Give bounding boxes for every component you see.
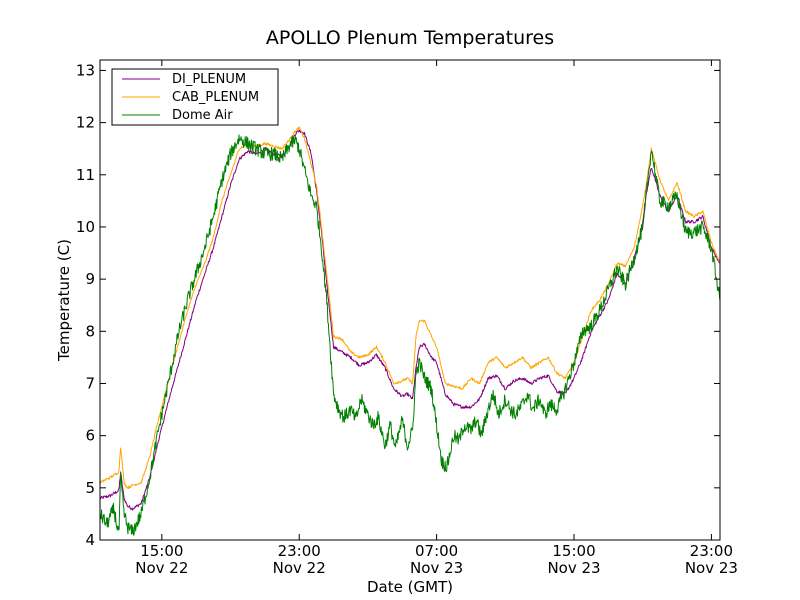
x-tick-date-label: Nov 22 <box>273 559 326 577</box>
y-tick-label: 7 <box>85 374 95 392</box>
y-tick-label: 5 <box>85 479 95 497</box>
legend: DI_PLENUM CAB_PLENUM Dome Air <box>111 68 279 126</box>
plot-frame <box>99 59 721 541</box>
y-tick-label: 9 <box>85 270 95 288</box>
x-tick-time-label: 15:00 <box>140 542 183 560</box>
y-tick-label: 13 <box>76 61 95 79</box>
y-tick-label: 12 <box>76 114 95 132</box>
series-line-cab-plenum <box>99 126 721 490</box>
series-line-di-plenum <box>99 129 721 511</box>
series-line-dome-air <box>99 134 721 536</box>
y-tick-label: 10 <box>76 218 95 236</box>
chart-title: APOLLO Plenum Temperatures <box>266 27 554 49</box>
x-tick-time-label: 23:00 <box>690 542 733 560</box>
y-tick-label: 4 <box>85 531 95 549</box>
x-tick-date-label: Nov 23 <box>410 559 463 577</box>
x-tick-time-label: 15:00 <box>552 542 595 560</box>
x-tick-date-label: Nov 23 <box>547 559 600 577</box>
plot-area <box>100 60 720 540</box>
legend-label-cab-plenum: CAB_PLENUM <box>172 90 259 105</box>
x-tick-date-label: Nov 22 <box>135 559 188 577</box>
x-tick-time-label: 07:00 <box>415 542 458 560</box>
series-layer <box>99 126 721 536</box>
x-tick-time-label: 23:00 <box>278 542 321 560</box>
y-tick-label: 6 <box>85 427 95 445</box>
y-tick-label: 11 <box>76 166 95 184</box>
x-tick-date-label: Nov 23 <box>685 559 738 577</box>
y-tick-label: 8 <box>85 322 95 340</box>
y-axis-title: Temperature (C) <box>55 239 73 362</box>
x-axis-title: Date (GMT) <box>367 578 453 596</box>
legend-label-di-plenum: DI_PLENUM <box>172 72 246 87</box>
legend-label-dome-air: Dome Air <box>172 108 233 123</box>
